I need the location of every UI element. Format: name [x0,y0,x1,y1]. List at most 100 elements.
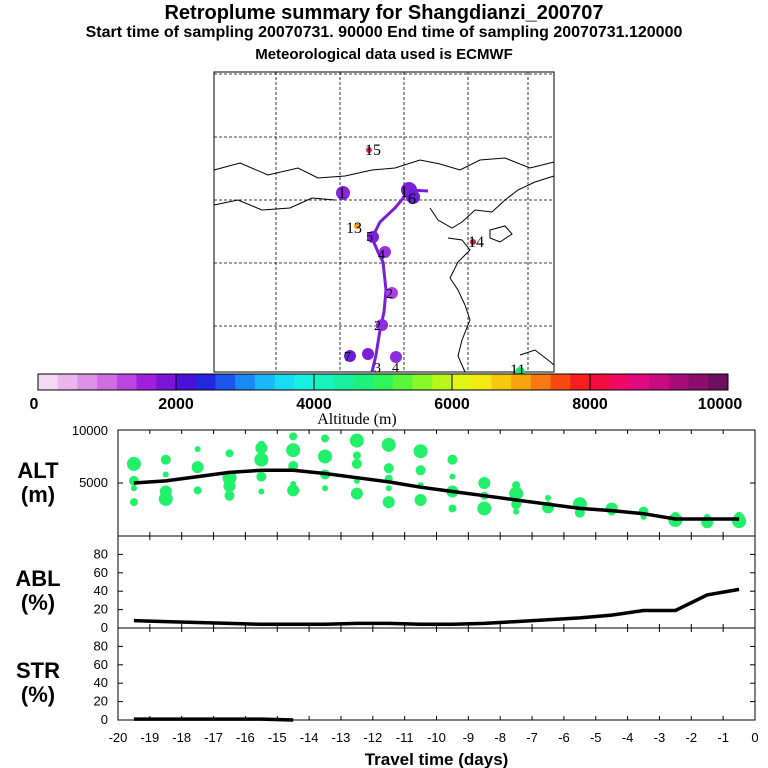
chart-title: Retroplume summary for Shangdianzi_20070… [164,2,604,24]
alt-scatter-point [478,477,491,489]
colorbar-swatch [97,374,118,390]
colorbar-swatch [373,374,394,390]
alt-scatter-point [225,449,234,458]
map-point-marker [354,223,360,229]
panel-frame [117,429,756,537]
alt-scatter-point [321,434,330,443]
alt-scatter-point [383,463,394,474]
x-tick-label: -4 [622,730,634,745]
alt-scatter-point [509,486,524,501]
panel-abl: ABL(%) 0 20 40 60 80 [15,535,756,635]
alt-scatter-point [191,461,204,474]
alt-scatter-point [224,490,235,501]
x-tick-label: -10 [427,730,446,745]
colorbar-swatch [570,374,591,390]
alt-series-line [133,468,740,521]
colorbar-swatch [432,374,453,390]
map-point-marker [390,351,402,363]
colorbar-swatch [412,374,433,390]
colorbar-tick-label: 2000 [158,396,194,413]
colorbar-swatch [590,374,611,390]
map-point-label: 1 [338,185,346,202]
map-point-marker [406,190,420,204]
alt-scatter-point [162,471,169,478]
alt-scatter-point [448,504,457,513]
map-point-marker [344,350,356,362]
x-tick-label: -18 [172,730,191,745]
y-tick-label: 5000 [79,475,108,490]
colorbar-swatch [77,374,98,390]
map-point-marker [470,239,476,245]
x-tick-label: -1 [717,730,729,745]
alt-scatter-point [255,442,268,455]
alt-scatter-point [286,443,301,458]
alt-scatter-point [413,444,428,459]
alt-scatter-point [194,446,201,453]
alt-scatter-point [322,485,329,492]
map-point-marker [366,147,372,153]
x-tick-label: -6 [558,730,570,745]
alt-scatter-point [349,433,364,448]
alt-scatter-point [351,458,362,469]
colorbar-swatch [38,374,59,390]
colorbar-swatch [156,374,177,390]
colorbar-swatch [195,374,216,390]
x-tick-label: -16 [236,730,255,745]
map-point-marker [386,287,398,299]
colorbar-frame [37,373,729,391]
panel-alt: ALT(m) 5000 10000 [17,423,756,537]
alt-scatter-point [381,437,396,452]
alt-scatter-point [160,454,171,465]
alt-scatter-point [477,501,492,516]
alt-scatter-point [289,432,298,441]
y-tick-label: 40 [94,675,108,690]
panel-frame [117,535,756,629]
colorbar-swatch [629,374,650,390]
y-tick-label: 80 [94,638,108,653]
y-tick-label: 80 [94,546,108,561]
meteorological-data-line: Meteorological data used is ECMWF [255,46,513,63]
x-tick-label: -3 [654,730,666,745]
map-point-marker [379,246,391,258]
colorbar-swatch [708,374,729,390]
colorbar-swatch [550,374,571,390]
map-point-marker [362,348,374,360]
y-tick-label: 60 [94,657,108,672]
y-tick-label: 60 [94,565,108,580]
colorbar-swatch [609,374,630,390]
alt-scatter-point [158,491,173,506]
trajectory-path [370,188,429,373]
x-tick-label: -19 [140,730,159,745]
panel-ylabel-line2: (%) [21,682,55,707]
alt-scatter-point [447,454,458,465]
panel-ylabel-line1: ALT [17,458,59,483]
abl-series-line [133,587,740,627]
panel-ylabel-line1: STR [16,658,60,683]
altitude-colorbar: 0 2000 4000 6000 8000 10000 Altitude (m) [30,373,743,428]
alt-scatter-point [415,465,426,476]
y-tick-label: 0 [101,712,108,727]
colorbar-tick-label: 10000 [698,396,743,413]
alt-scatter-point [258,488,265,495]
map-point-label: 3 [374,361,381,376]
colorbar-swatch [333,374,354,390]
colorbar-swatches [38,374,729,390]
colorbar-swatch [530,374,552,390]
colorbar-tick-label: 6000 [434,396,470,413]
map-point-marker [367,231,379,243]
alt-scatter-point [126,456,141,471]
alt-scatter-point [513,508,520,515]
map-point-marker [336,186,350,200]
colorbar-swatch [491,374,512,390]
colorbar-swatch [176,374,197,390]
colorbar-swatch [274,374,295,390]
colorbar-swatch [511,374,532,390]
alt-scatter-point [352,451,361,460]
map-point-label: 1 [400,184,408,201]
x-tick-label: -7 [526,730,538,745]
x-tick-label: 0 [751,730,758,745]
colorbar-swatch [668,374,690,390]
